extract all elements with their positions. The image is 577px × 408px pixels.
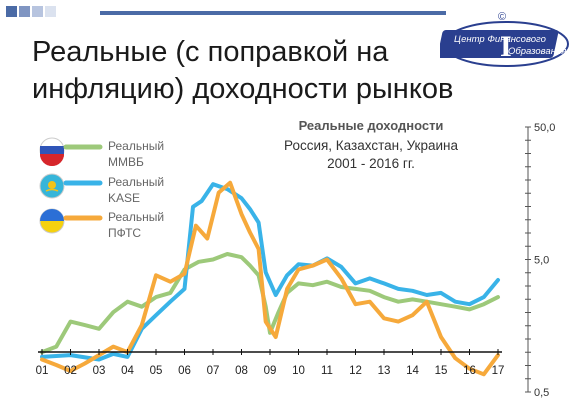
legend-label: Реальный	[108, 175, 164, 189]
decor-square	[45, 6, 56, 17]
logo-text-2: Образования	[508, 46, 566, 57]
x-tick-label: 09	[264, 365, 277, 377]
chart-subtitle-1: Россия, Казахстан, Украина	[284, 138, 458, 153]
legend-label: Реальный	[108, 139, 164, 153]
logo-text-1: Центр Финансового	[454, 34, 546, 45]
decor-square	[19, 6, 30, 17]
legend-label: Реальный	[108, 210, 164, 224]
decor-top-line	[100, 11, 446, 15]
y-tick-label: 0,5	[534, 387, 549, 399]
returns-chart: Реальные доходности Россия, Казахстан, У…	[36, 118, 556, 399]
chart-subtitle-2: 2001 - 2016 гг.	[327, 156, 415, 171]
series-line-1	[40, 182, 500, 362]
x-tick-label: 04	[121, 365, 134, 377]
legend-item: Реальный ММВБ	[39, 137, 164, 169]
decor-square	[6, 6, 17, 17]
y-tick-label: 5,0	[534, 255, 549, 267]
series-layer	[40, 180, 500, 377]
y-tick-label: 50,0	[534, 122, 555, 134]
chart-title-block: Реальные доходности Россия, Казахстан, У…	[284, 118, 458, 171]
chart-title: Реальные доходности	[299, 118, 444, 133]
x-tick-label: 07	[207, 365, 220, 377]
legend-item: Реальный ПФТС	[39, 208, 164, 240]
x-tick-label: 03	[93, 365, 106, 377]
x-tick-label: 05	[150, 365, 163, 377]
decor-square	[32, 6, 43, 17]
logo-mark: I	[500, 30, 512, 63]
legend-label: KASE	[108, 191, 140, 205]
x-tick-label: 15	[435, 365, 448, 377]
series-line-2	[40, 180, 500, 377]
logo: © I Центр Финансового Образования	[440, 11, 569, 67]
decor-squares	[6, 6, 56, 17]
x-tick-label: 14	[406, 365, 419, 377]
x-tick-label: 06	[178, 365, 191, 377]
x-tick-label: 10	[292, 365, 305, 377]
series-line-0	[40, 252, 500, 355]
x-tick-label: 08	[235, 365, 248, 377]
x-tick-label: 11	[321, 365, 333, 377]
x-tick-label: 01	[36, 365, 49, 377]
russia-flag-icon	[39, 137, 65, 166]
x-tick-label: 13	[378, 365, 391, 377]
legend-label: ПФТС	[108, 226, 141, 240]
kazakhstan-flag-icon	[39, 173, 65, 199]
logo-copyright: ©	[498, 11, 506, 23]
logo-banner	[440, 30, 559, 58]
legend-item: Реальный KASE	[39, 173, 164, 205]
x-tick-label: 17	[492, 365, 505, 377]
ukraine-flag-icon	[39, 208, 65, 234]
x-tick-label: 12	[349, 365, 362, 377]
axes: 50,0 5,0 0,5 01 02 03 04 05 06 07 08 09 10 11 12 13 14 15…	[36, 122, 556, 399]
legend-label: ММВБ	[108, 155, 144, 169]
slide-title: Реальные (с поправкой на инфляцию) доход…	[32, 36, 454, 105]
legend: Реальный ММВБ Реальный KASE Реальный ПФТС	[39, 137, 164, 240]
x-tick-label: 16	[463, 365, 476, 377]
x-tick-label: 02	[64, 365, 77, 377]
